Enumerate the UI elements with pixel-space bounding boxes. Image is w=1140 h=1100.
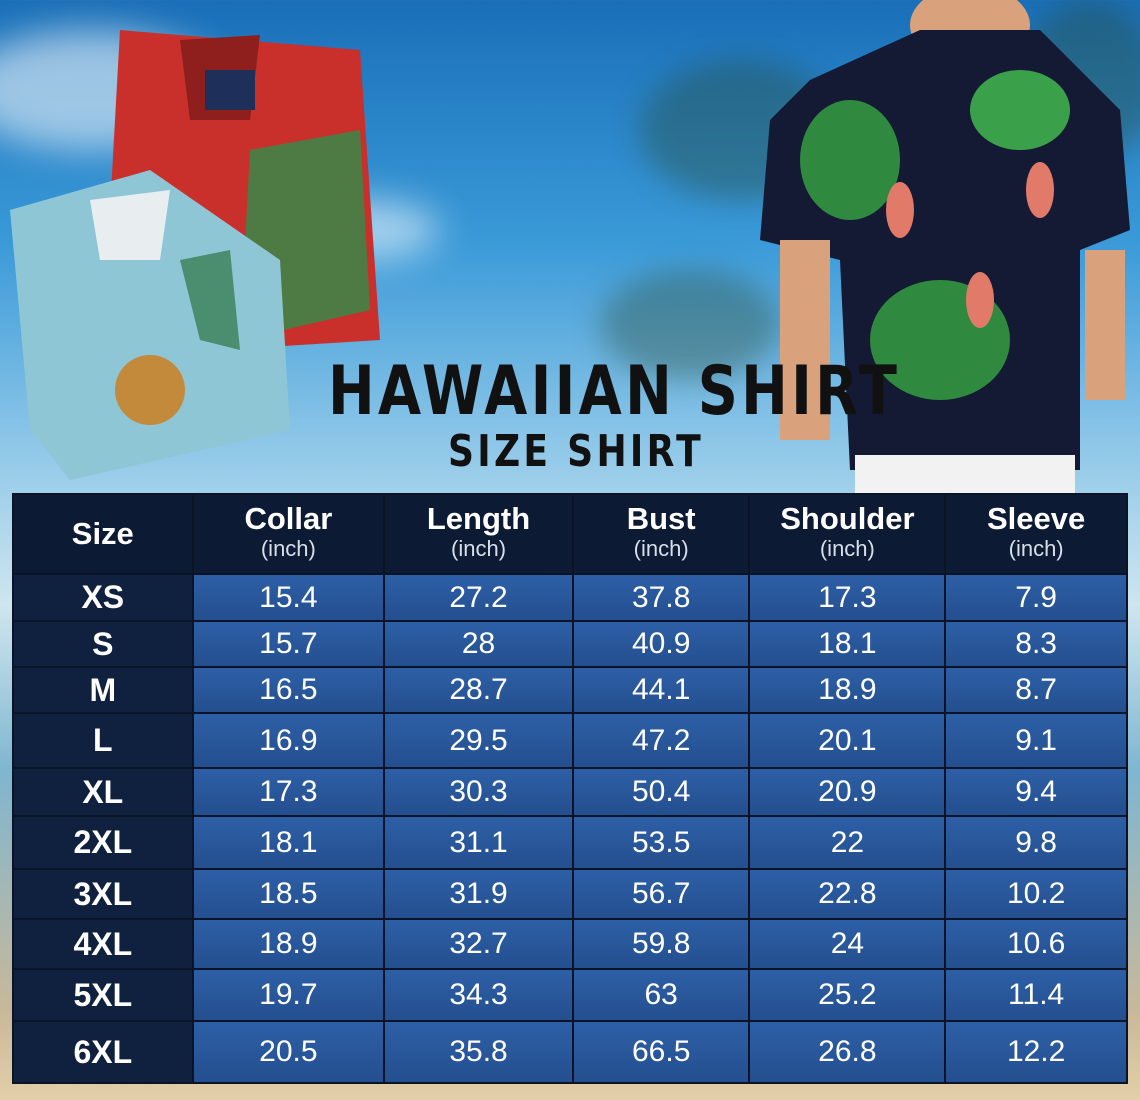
measurement-cell: 59.8: [571, 918, 751, 970]
measurement-cell: 17.3: [191, 767, 386, 817]
measurement-cell: 27.2: [383, 573, 574, 622]
measurement-cell: 15.7: [191, 620, 386, 668]
measurement-cell: 28.7: [383, 666, 574, 714]
table-row: XL 17.3 30.3 50.4 20.9 9.4: [12, 767, 1128, 817]
table-row: M 16.5 28.7 44.1 18.9 8.7: [12, 666, 1128, 714]
column-header-unit: (inch): [633, 536, 689, 561]
measurement-cell: 18.9: [748, 666, 947, 714]
column-header-size: Size: [12, 493, 194, 575]
folded-shirts-image: [10, 30, 380, 480]
measurement-cell: 8.3: [944, 620, 1128, 668]
column-header-unit: (inch): [260, 536, 316, 561]
column-header-label: Size: [71, 516, 134, 551]
table-row: 2XL 18.1 31.1 53.5 22 9.8: [12, 815, 1128, 870]
size-cell: XL: [12, 767, 194, 817]
size-cell: 6XL: [12, 1020, 194, 1084]
measurement-cell: 9.1: [944, 712, 1128, 769]
measurement-cell: 20.1: [748, 712, 947, 769]
size-chart-table: Size Collar (inch) Length (inch) Bust (inch) Sh…: [12, 493, 1128, 1084]
measurement-cell: 20.9: [748, 767, 947, 817]
column-header-label: Sleeve: [987, 501, 1086, 536]
page-title: HAWAIIAN SHIRT: [328, 352, 901, 431]
size-cell: M: [12, 666, 194, 714]
measurement-cell: 18.1: [748, 620, 947, 668]
measurement-cell: 30.3: [383, 767, 574, 817]
column-header-label: Bust: [626, 501, 696, 536]
measurement-cell: 15.4: [191, 573, 386, 622]
measurement-cell: 53.5: [571, 815, 751, 870]
column-header-sleeve: Sleeve (inch): [944, 493, 1128, 575]
column-header-unit: (inch): [1008, 536, 1064, 561]
size-cell: 4XL: [12, 918, 194, 970]
measurement-cell: 10.2: [944, 868, 1128, 920]
measurement-cell: 11.4: [944, 968, 1128, 1022]
measurement-cell: 56.7: [571, 868, 751, 920]
column-header-length: Length (inch): [383, 493, 574, 575]
measurement-cell: 9.8: [944, 815, 1128, 870]
size-cell: 2XL: [12, 815, 194, 870]
measurement-cell: 50.4: [571, 767, 751, 817]
measurement-cell: 35.8: [383, 1020, 574, 1084]
column-header-bust: Bust (inch): [571, 493, 751, 575]
size-cell: 5XL: [12, 968, 194, 1022]
measurement-cell: 66.5: [571, 1020, 751, 1084]
measurement-cell: 12.2: [944, 1020, 1128, 1084]
measurement-cell: 18.1: [191, 815, 386, 870]
table-row: 6XL 20.5 35.8 66.5 26.8 12.2: [12, 1020, 1128, 1084]
measurement-cell: 18.9: [191, 918, 386, 970]
measurement-cell: 31.9: [383, 868, 574, 920]
measurement-cell: 9.4: [944, 767, 1128, 817]
measurement-cell: 34.3: [383, 968, 574, 1022]
column-header-label: Shoulder: [780, 501, 915, 536]
measurement-cell: 29.5: [383, 712, 574, 769]
measurement-cell: 25.2: [748, 968, 947, 1022]
measurement-cell: 63: [571, 968, 751, 1022]
column-header-label: Collar: [244, 501, 333, 536]
measurement-cell: 40.9: [571, 620, 751, 668]
measurement-cell: 19.7: [191, 968, 386, 1022]
measurement-cell: 26.8: [748, 1020, 947, 1084]
size-cell: 3XL: [12, 868, 194, 920]
column-header-unit: (inch): [819, 536, 875, 561]
measurement-cell: 22.8: [748, 868, 947, 920]
measurement-cell: 16.5: [191, 666, 386, 714]
measurement-cell: 47.2: [571, 712, 751, 769]
table-header-row: Size Collar (inch) Length (inch) Bust (inch) Sh…: [12, 493, 1128, 575]
measurement-cell: 24: [748, 918, 947, 970]
measurement-cell: 8.7: [944, 666, 1128, 714]
table-row: 4XL 18.9 32.7 59.8 24 10.6: [12, 918, 1128, 970]
column-header-unit: (inch): [451, 536, 507, 561]
column-header-label: Length: [426, 501, 531, 536]
page-subtitle: SIZE SHIRT: [448, 426, 704, 477]
measurement-cell: 18.5: [191, 868, 386, 920]
measurement-cell: 17.3: [748, 573, 947, 622]
size-cell: XS: [12, 573, 194, 622]
measurement-cell: 22: [748, 815, 947, 870]
table-row: 3XL 18.5 31.9 56.7 22.8 10.2: [12, 868, 1128, 920]
measurement-cell: 10.6: [944, 918, 1128, 970]
measurement-cell: 20.5: [191, 1020, 386, 1084]
measurement-cell: 16.9: [191, 712, 386, 769]
background-palm: [600, 270, 780, 380]
table-row: S 15.7 28 40.9 18.1 8.3: [12, 620, 1128, 668]
table-row: 5XL 19.7 34.3 63 25.2 11.4: [12, 968, 1128, 1022]
measurement-cell: 32.7: [383, 918, 574, 970]
size-cell: L: [12, 712, 194, 769]
table-row: L 16.9 29.5 47.2 20.1 9.1: [12, 712, 1128, 769]
model-shirt-image: [760, 0, 1130, 495]
measurement-cell: 7.9: [944, 573, 1128, 622]
column-header-collar: Collar (inch): [191, 493, 386, 575]
table-row: XS 15.4 27.2 37.8 17.3 7.9: [12, 573, 1128, 622]
size-cell: S: [12, 620, 194, 668]
column-header-shoulder: Shoulder (inch): [748, 493, 947, 575]
measurement-cell: 31.1: [383, 815, 574, 870]
measurement-cell: 37.8: [571, 573, 751, 622]
measurement-cell: 44.1: [571, 666, 751, 714]
measurement-cell: 28: [383, 620, 574, 668]
